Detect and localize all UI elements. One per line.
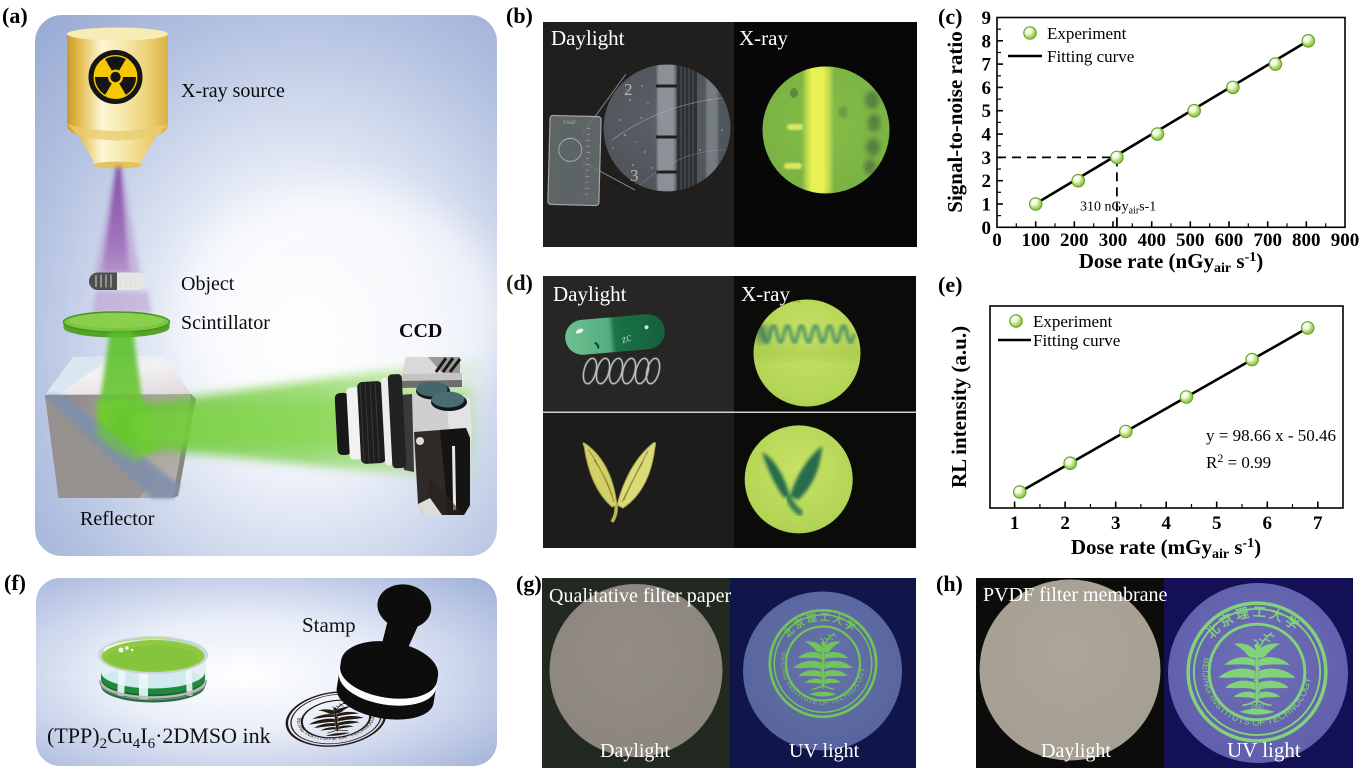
svg-text:2: 2 — [1060, 513, 1070, 534]
svg-text:6: 6 — [982, 78, 992, 99]
svg-text:Daylight: Daylight — [553, 282, 627, 306]
svg-text:3: 3 — [982, 148, 992, 169]
svg-text:8: 8 — [982, 31, 992, 52]
svg-text:Signal-to-noise ratio: Signal-to-noise ratio — [943, 31, 967, 212]
svg-text:5: 5 — [982, 101, 992, 122]
svg-text:6: 6 — [1263, 513, 1273, 534]
svg-text:UV light: UV light — [789, 740, 860, 762]
svg-text:400: 400 — [1137, 230, 1166, 251]
svg-text:3: 3 — [630, 166, 639, 185]
svg-text:300: 300 — [1099, 230, 1128, 251]
svg-text:Fitting curve: Fitting curve — [1033, 331, 1120, 350]
svg-text:200: 200 — [1060, 230, 1089, 251]
svg-text:(TPP)2Cu4I6·2DMSO ink: (TPP)2Cu4I6·2DMSO ink — [47, 723, 271, 752]
svg-text:Scintillator: Scintillator — [181, 312, 270, 334]
svg-text:1940: 1940 — [1250, 704, 1264, 711]
svg-text:Dose rate (nGyair s-1): Dose rate (nGyair s-1) — [1079, 249, 1264, 276]
svg-text:Daylight: Daylight — [551, 26, 625, 50]
svg-text:R2 = 0.99: R2 = 0.99 — [1206, 451, 1271, 472]
svg-text:Experiment: Experiment — [1033, 312, 1113, 331]
svg-text:4: 4 — [1161, 513, 1171, 534]
svg-text:RL intensity (a.u.): RL intensity (a.u.) — [947, 326, 971, 488]
svg-text:Qualitative filter paper: Qualitative filter paper — [549, 585, 731, 607]
svg-text:X-ray source: X-ray source — [181, 80, 285, 102]
svg-text:Object: Object — [181, 273, 235, 295]
svg-text:USAF: USAF — [563, 121, 576, 126]
svg-text:Daylight: Daylight — [600, 740, 670, 762]
svg-text:X-ray: X-ray — [741, 282, 790, 306]
svg-text:Experiment: Experiment — [1047, 24, 1127, 43]
svg-text:310 nGyairs-1: 310 nGyairs-1 — [1080, 200, 1156, 217]
svg-text:X-ray: X-ray — [739, 26, 788, 50]
svg-text:2: 2 — [982, 171, 992, 192]
svg-text:2: 2 — [624, 80, 633, 99]
svg-text:0: 0 — [992, 230, 1002, 251]
svg-text:Reflector: Reflector — [80, 508, 155, 530]
svg-text:Daylight: Daylight — [1041, 740, 1111, 762]
svg-text:1: 1 — [1010, 513, 1020, 534]
svg-text:100: 100 — [1021, 230, 1050, 251]
svg-text:5: 5 — [1212, 513, 1222, 534]
svg-text:7: 7 — [1313, 513, 1323, 534]
svg-text:3: 3 — [1111, 513, 1121, 534]
svg-text:y = 98.66 x - 50.46: y = 98.66 x - 50.46 — [1206, 426, 1336, 445]
svg-text:600: 600 — [1215, 230, 1244, 251]
svg-text:0: 0 — [982, 218, 992, 239]
svg-text:Stamp: Stamp — [302, 613, 356, 637]
svg-text:7: 7 — [982, 55, 992, 76]
svg-text:UV light: UV light — [1227, 738, 1301, 762]
svg-text:900: 900 — [1331, 230, 1360, 251]
svg-text:zc: zc — [618, 329, 634, 346]
svg-text:4: 4 — [982, 125, 992, 146]
svg-text:1: 1 — [982, 195, 992, 216]
svg-text:800: 800 — [1292, 230, 1321, 251]
svg-text:Fitting curve: Fitting curve — [1047, 47, 1134, 66]
svg-text:9: 9 — [982, 8, 992, 29]
svg-text:Dose rate (mGyair s-1): Dose rate (mGyair s-1) — [1071, 535, 1261, 562]
svg-text:CCD: CCD — [399, 320, 442, 342]
svg-text:500: 500 — [1176, 230, 1205, 251]
svg-text:700: 700 — [1253, 230, 1282, 251]
svg-text:PVDF filter membrane: PVDF filter membrane — [983, 584, 1168, 606]
